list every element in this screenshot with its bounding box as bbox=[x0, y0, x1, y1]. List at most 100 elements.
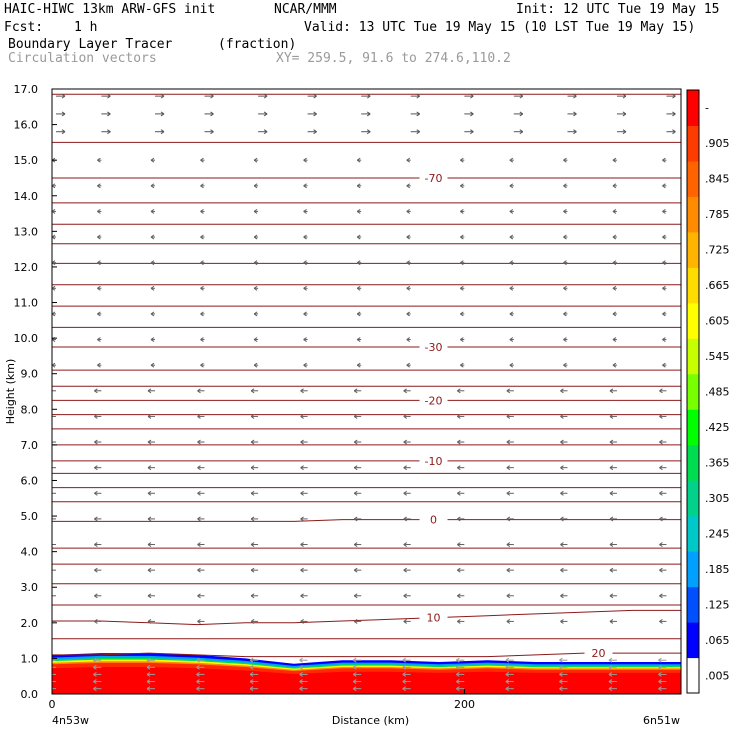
wind-vector bbox=[567, 129, 577, 135]
y-tick-label: 5.0 bbox=[21, 510, 39, 523]
colorbar-label: .125 bbox=[705, 598, 730, 611]
y-tick-label: 2.0 bbox=[21, 617, 39, 630]
wind-vector bbox=[356, 260, 362, 266]
wind-vector bbox=[460, 311, 465, 317]
wind-vector bbox=[97, 311, 102, 317]
wind-vector bbox=[303, 157, 308, 163]
wind-vector bbox=[300, 593, 308, 599]
wind-vector bbox=[56, 93, 66, 99]
wind-vector bbox=[659, 542, 667, 547]
wind-vector bbox=[460, 285, 465, 291]
wind-vector bbox=[612, 234, 617, 240]
wind-vector bbox=[403, 516, 411, 522]
wind-vector bbox=[457, 516, 465, 522]
x-tick-label: 0 bbox=[49, 698, 56, 711]
wind-vector bbox=[307, 93, 317, 99]
colorbar-label: - bbox=[705, 102, 709, 115]
wind-vector bbox=[406, 285, 411, 291]
wind-vector bbox=[609, 593, 617, 599]
wind-vector bbox=[659, 413, 667, 419]
wind-vector bbox=[303, 285, 308, 291]
wind-vector bbox=[147, 413, 155, 419]
wind-vector bbox=[662, 157, 667, 163]
x-axis-label: Distance (km) bbox=[332, 714, 409, 727]
wind-vector bbox=[406, 183, 411, 189]
wind-vector bbox=[300, 567, 308, 573]
wind-vector bbox=[93, 657, 102, 663]
wind-vector bbox=[356, 311, 362, 317]
wind-vector bbox=[406, 337, 411, 342]
wind-vector bbox=[150, 157, 155, 163]
colorbar-label: .905 bbox=[705, 137, 730, 150]
wind-vector bbox=[402, 679, 411, 684]
wind-vector bbox=[146, 686, 155, 692]
colorbar-swatch bbox=[687, 125, 699, 162]
wind-vector bbox=[52, 666, 56, 668]
wind-vector bbox=[154, 111, 165, 117]
wind-vector bbox=[402, 657, 411, 663]
wind-vector bbox=[94, 618, 102, 624]
colorbar-swatch bbox=[687, 444, 699, 481]
wind-vector bbox=[406, 362, 411, 368]
colorbar-label: .065 bbox=[705, 634, 730, 647]
wind-vector bbox=[616, 129, 627, 135]
wind-vector bbox=[94, 413, 102, 419]
wind-vector bbox=[509, 362, 514, 368]
wind-vector bbox=[464, 111, 474, 117]
wind-vector bbox=[560, 618, 568, 624]
wind-vector bbox=[300, 413, 308, 419]
y-tick-label: 11.0 bbox=[14, 297, 39, 310]
wind-vector bbox=[200, 260, 205, 266]
wind-vector bbox=[147, 490, 155, 496]
wind-vector bbox=[352, 679, 362, 684]
colorbar-swatch bbox=[687, 90, 699, 126]
wind-vector bbox=[406, 209, 411, 214]
wind-vector bbox=[97, 337, 102, 342]
colorbar-label: .365 bbox=[705, 456, 730, 469]
wind-vector bbox=[154, 93, 165, 99]
wind-vector bbox=[52, 688, 56, 690]
colorbar-label: .425 bbox=[705, 421, 730, 434]
tracer-band bbox=[52, 667, 681, 694]
colorbar-frame bbox=[686, 89, 700, 694]
wind-vector bbox=[505, 664, 514, 670]
wind-vector bbox=[204, 129, 214, 135]
wind-vector bbox=[402, 686, 411, 692]
wind-vector bbox=[612, 209, 617, 214]
colorbar-label: .485 bbox=[705, 386, 730, 399]
wind-vector bbox=[150, 183, 155, 189]
wind-vector bbox=[307, 111, 317, 117]
wind-vector bbox=[560, 516, 568, 522]
contour-label: 0 bbox=[430, 514, 437, 527]
wind-vector bbox=[659, 465, 667, 471]
wind-vector bbox=[513, 93, 524, 99]
wind-vector bbox=[249, 657, 259, 663]
wind-vector bbox=[608, 686, 617, 692]
wind-vector bbox=[258, 93, 268, 99]
wind-vector bbox=[410, 93, 420, 99]
wind-vector bbox=[147, 593, 155, 599]
wind-vector bbox=[505, 657, 514, 663]
wind-vector bbox=[94, 490, 102, 496]
wind-vector bbox=[197, 542, 205, 547]
wind-vector bbox=[662, 362, 667, 368]
center-label: NCAR/MMM bbox=[274, 2, 337, 17]
wind-vector bbox=[307, 129, 317, 135]
colorbar-swatch bbox=[687, 373, 699, 410]
y-tick-label: 7.0 bbox=[21, 439, 39, 452]
wind-vector bbox=[200, 234, 205, 240]
wind-vector bbox=[154, 129, 165, 135]
wind-vector bbox=[197, 516, 205, 522]
wind-vector bbox=[147, 567, 155, 573]
wind-vector bbox=[94, 439, 102, 445]
wind-vector bbox=[567, 111, 577, 117]
wind-vector bbox=[300, 388, 308, 394]
wind-vector bbox=[97, 183, 102, 189]
wind-vector bbox=[457, 490, 465, 496]
colorbar-label: .845 bbox=[705, 173, 730, 186]
y-tick-label: 12.0 bbox=[14, 261, 39, 274]
wind-vector bbox=[146, 664, 155, 670]
wind-vector bbox=[612, 337, 617, 342]
wind-vector bbox=[196, 686, 205, 692]
wind-vector bbox=[303, 362, 308, 368]
